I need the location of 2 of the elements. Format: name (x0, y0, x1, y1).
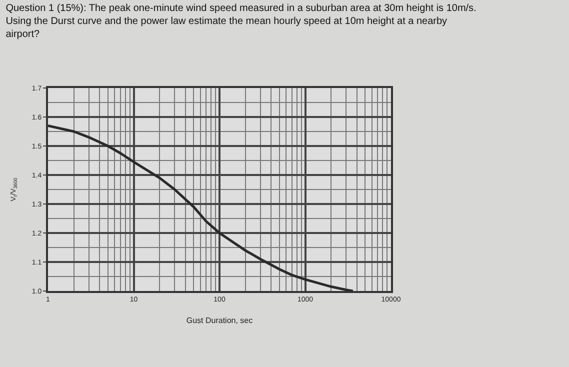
chart-title: Question 1 (15%): The peak one-minute wind speed measured in a suburban area at 30m height is 10m/s. Using the Durst curve and the power law estimate the mean hourly speed at 10m height at a nearby airport? (6, 3, 476, 40)
x-axis-title: Gust Duration, sec (186, 316, 253, 325)
